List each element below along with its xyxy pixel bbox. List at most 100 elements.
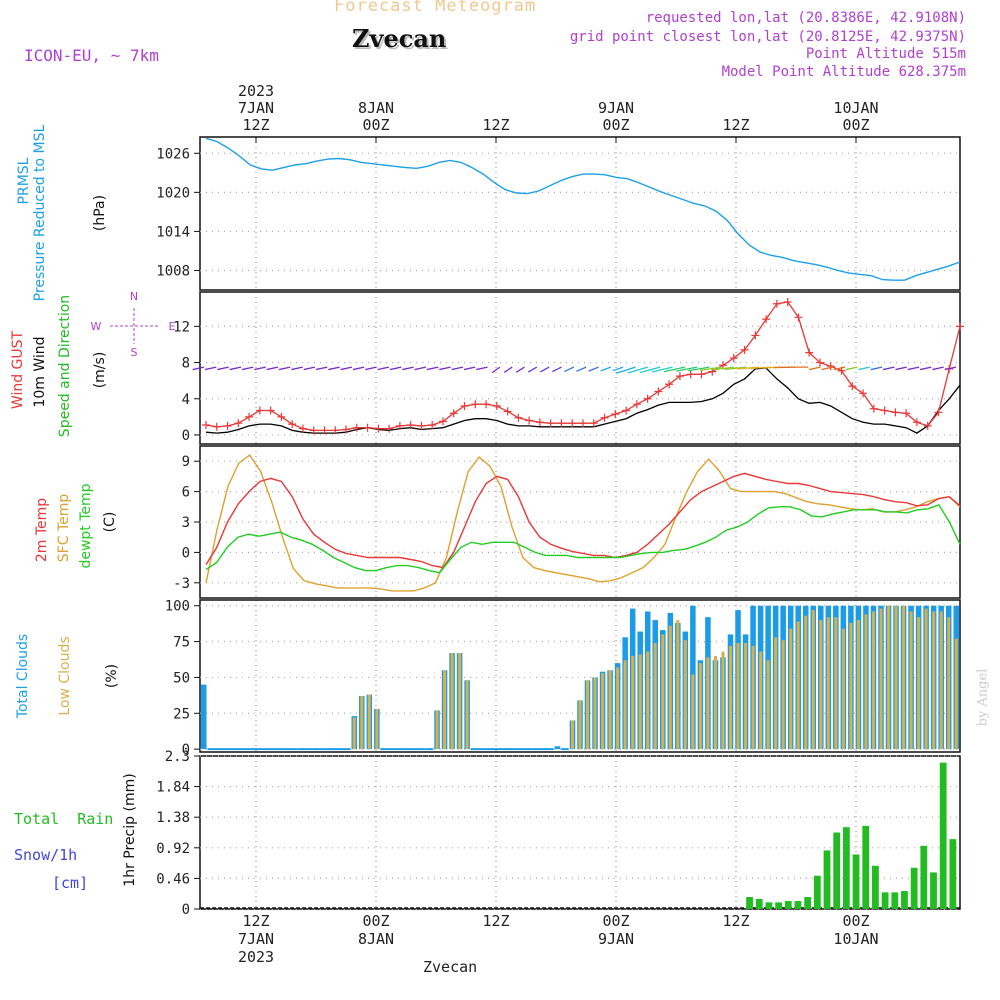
rain-bar bbox=[775, 902, 782, 909]
y-tick-label: 0.92 bbox=[156, 841, 190, 857]
low-cloud-bar bbox=[954, 638, 958, 750]
gust-marker bbox=[643, 394, 652, 403]
bottom-time-label: 00Z bbox=[842, 912, 869, 930]
gust-marker bbox=[449, 409, 458, 418]
gust-marker bbox=[632, 400, 641, 409]
wind-dir-arrow bbox=[352, 366, 365, 371]
low-cloud-bar bbox=[774, 637, 778, 750]
y-tick-label: 1.84 bbox=[156, 780, 190, 796]
wind-dir-arrow bbox=[315, 366, 328, 371]
total-cloud-bar bbox=[252, 748, 261, 751]
low-cloud-bar bbox=[465, 680, 469, 750]
gust-marker bbox=[880, 406, 889, 415]
low-cloud-bar bbox=[698, 663, 702, 750]
bottom-time-label: 00Z bbox=[362, 912, 389, 930]
rain-bar bbox=[881, 892, 889, 909]
chart-title: Forecast Meteogram bbox=[334, 0, 537, 16]
low-cloud-bar bbox=[586, 680, 590, 750]
wind-dir-arrow bbox=[389, 366, 402, 371]
rain-bar bbox=[746, 897, 753, 909]
low-cloud-bar bbox=[668, 625, 672, 750]
low-cloud-bar bbox=[458, 653, 462, 750]
wind-dir-arrow bbox=[821, 366, 833, 371]
gust-marker bbox=[622, 406, 631, 415]
gust-marker bbox=[557, 419, 566, 428]
low-cloud-bar bbox=[593, 677, 597, 750]
gust-marker bbox=[956, 322, 964, 331]
low-cloud-bar bbox=[352, 717, 356, 750]
rain-bar bbox=[804, 897, 812, 909]
bottom-time-label: 9JAN bbox=[598, 930, 634, 948]
gust-marker bbox=[902, 409, 911, 418]
total-cloud-bar bbox=[403, 748, 411, 751]
rain-bar bbox=[910, 867, 918, 909]
low-cloud-bar bbox=[570, 720, 574, 750]
gust-marker bbox=[848, 382, 857, 391]
gust-marker bbox=[288, 420, 297, 429]
y-tick-label: 1026 bbox=[156, 146, 190, 162]
low-cloud-bar bbox=[450, 653, 454, 750]
gust-marker bbox=[320, 426, 329, 435]
rain-bar bbox=[755, 899, 763, 909]
gust-marker bbox=[385, 424, 394, 433]
total-cloud-bar bbox=[500, 748, 509, 751]
total-cloud-bar bbox=[485, 748, 494, 751]
low-cloud-bar bbox=[578, 700, 582, 750]
wind-dir-arrow bbox=[303, 366, 316, 371]
low-cloud-bar bbox=[924, 608, 928, 750]
gust-marker bbox=[815, 358, 824, 367]
rain-bar bbox=[862, 825, 870, 909]
low-cloud-bar bbox=[879, 608, 883, 750]
gust-marker bbox=[234, 419, 243, 428]
model-label: ICON-EU, ~ 7km bbox=[24, 46, 159, 65]
total-cloud-bar bbox=[410, 748, 419, 751]
low-cloud-bar bbox=[646, 651, 650, 750]
gust-marker bbox=[546, 419, 555, 428]
low-cloud-bar bbox=[902, 605, 906, 750]
rain-bar bbox=[823, 850, 831, 909]
wind-dir-arrow bbox=[564, 366, 575, 373]
wind-dir-arrow bbox=[919, 366, 932, 371]
wind-dir-arrow bbox=[539, 366, 550, 373]
rain-bar bbox=[765, 902, 773, 909]
rain-bar bbox=[813, 875, 821, 909]
total-cloud-bar bbox=[418, 748, 426, 751]
total-cloud-bar bbox=[531, 748, 539, 751]
low-cloud-bar bbox=[789, 628, 793, 750]
total-cloud-bar bbox=[508, 748, 517, 751]
wind-dir-arrow bbox=[676, 366, 698, 372]
y-tick-label: -3 bbox=[173, 576, 190, 592]
low-cloud-bar bbox=[811, 610, 815, 750]
total-cloud-bar bbox=[388, 748, 396, 751]
gust-marker bbox=[697, 370, 706, 379]
gust-marker bbox=[514, 413, 523, 422]
wind-dir-arrow bbox=[515, 366, 525, 373]
rain-bar bbox=[872, 865, 879, 909]
low-cloud-bar bbox=[804, 615, 808, 750]
total-cloud-bar bbox=[478, 748, 486, 751]
gust-marker bbox=[783, 297, 792, 306]
rain-bar bbox=[920, 845, 928, 909]
y-tick-label: 1.38 bbox=[156, 810, 190, 826]
wind-dir-arrow bbox=[552, 366, 562, 373]
wind-panel-frame bbox=[199, 291, 961, 445]
gust-marker bbox=[535, 418, 544, 427]
gust-marker bbox=[438, 417, 447, 426]
top-time-label: 8JAN bbox=[358, 99, 394, 117]
top-time-label: 12Z bbox=[722, 116, 749, 134]
wind-dir-arrow bbox=[402, 366, 414, 371]
wind-dir-arrow bbox=[365, 366, 377, 371]
top-time-label: 12Z bbox=[242, 116, 269, 134]
gust-marker bbox=[212, 422, 221, 431]
bottom-time-label: 12Z bbox=[482, 912, 509, 930]
gust-marker bbox=[794, 313, 803, 322]
wind-dir-arrow bbox=[476, 366, 488, 371]
low-cloud-bar bbox=[623, 660, 627, 750]
gust-marker bbox=[471, 400, 480, 409]
gust-marker bbox=[428, 421, 437, 429]
wind-dir-arrow bbox=[907, 366, 920, 371]
gust-marker bbox=[363, 423, 372, 432]
wind-dir-arrow bbox=[588, 366, 599, 372]
rain-bar bbox=[794, 901, 802, 909]
gust-marker bbox=[223, 421, 232, 430]
